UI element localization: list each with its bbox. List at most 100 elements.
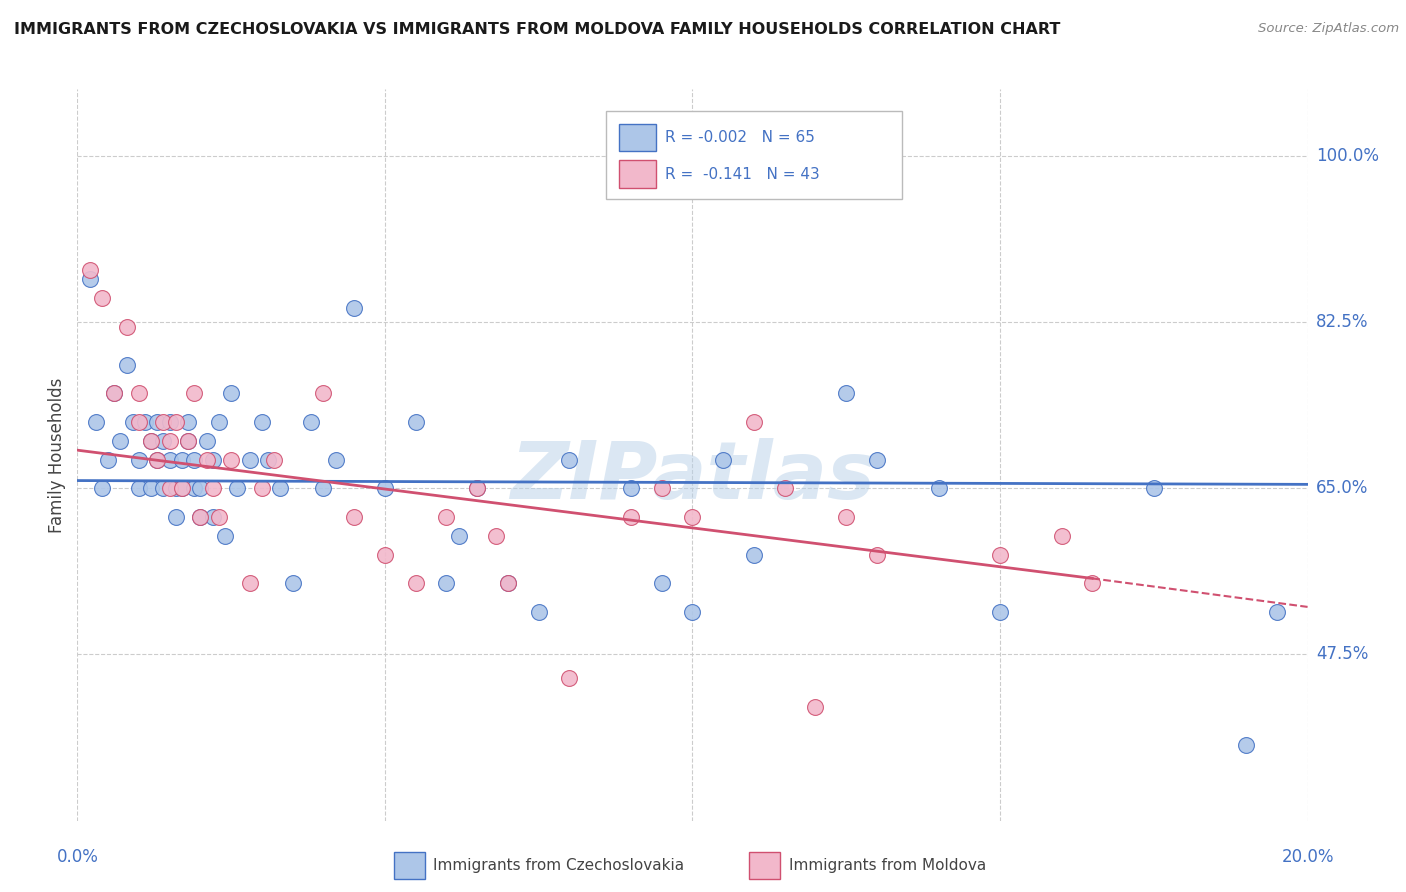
Point — [110, 434, 132, 448]
Point — [170, 481, 193, 495]
Point — [183, 386, 205, 401]
Point — [146, 452, 169, 467]
FancyBboxPatch shape — [606, 112, 901, 199]
Point — [250, 415, 273, 429]
Point — [90, 481, 114, 495]
Point — [159, 481, 181, 495]
Text: Immigrants from Czechoslovakia: Immigrants from Czechoslovakia — [433, 858, 685, 872]
Point — [170, 481, 193, 495]
Point — [263, 452, 285, 467]
Point — [312, 481, 335, 495]
Text: 100.0%: 100.0% — [1316, 146, 1379, 165]
Point — [866, 452, 889, 467]
Point — [188, 509, 212, 524]
Point — [928, 481, 950, 495]
FancyBboxPatch shape — [619, 161, 655, 188]
Point — [343, 509, 366, 524]
Point — [988, 548, 1011, 562]
Point — [141, 481, 163, 495]
Point — [682, 509, 704, 524]
Point — [239, 576, 262, 591]
Point — [558, 671, 581, 685]
Point — [177, 434, 200, 448]
Point — [219, 386, 242, 401]
Point — [620, 509, 643, 524]
Point — [527, 605, 550, 619]
Point — [97, 452, 120, 467]
Point — [79, 272, 101, 286]
Point — [219, 452, 242, 467]
Point — [146, 415, 169, 429]
Point — [159, 434, 181, 448]
Point — [146, 452, 169, 467]
Point — [159, 452, 181, 467]
FancyBboxPatch shape — [619, 124, 655, 152]
Point — [165, 415, 187, 429]
Point — [835, 509, 858, 524]
Point — [165, 481, 187, 495]
Point — [165, 509, 187, 524]
Point — [152, 434, 174, 448]
Point — [269, 481, 291, 495]
Point — [128, 452, 150, 467]
Point — [84, 415, 107, 429]
Point — [988, 605, 1011, 619]
Point — [188, 509, 212, 524]
Point — [103, 386, 125, 401]
Point — [405, 415, 427, 429]
Point — [835, 386, 858, 401]
Point — [496, 576, 519, 591]
Text: ZIPatlas: ZIPatlas — [510, 438, 875, 516]
Point — [325, 452, 347, 467]
Point — [620, 481, 643, 495]
Point — [257, 452, 280, 467]
Point — [742, 415, 765, 429]
Point — [170, 452, 193, 467]
Text: 82.5%: 82.5% — [1316, 313, 1368, 331]
Point — [651, 576, 673, 591]
Point — [128, 415, 150, 429]
Text: R =  -0.141   N = 43: R = -0.141 N = 43 — [665, 167, 820, 182]
Point — [1081, 576, 1104, 591]
Point — [177, 434, 200, 448]
Point — [436, 509, 458, 524]
Text: Source: ZipAtlas.com: Source: ZipAtlas.com — [1258, 22, 1399, 36]
Point — [183, 481, 205, 495]
Point — [312, 386, 335, 401]
Point — [239, 452, 262, 467]
Point — [1265, 605, 1288, 619]
Point — [152, 481, 174, 495]
Text: Immigrants from Moldova: Immigrants from Moldova — [789, 858, 986, 872]
Point — [773, 481, 796, 495]
Point — [90, 291, 114, 305]
Point — [141, 434, 163, 448]
Point — [188, 481, 212, 495]
Point — [201, 509, 224, 524]
Point — [152, 415, 174, 429]
Point — [115, 358, 138, 372]
Point — [79, 262, 101, 277]
Point — [465, 481, 488, 495]
Y-axis label: Family Households: Family Households — [48, 377, 66, 533]
Point — [121, 415, 143, 429]
Point — [1143, 481, 1166, 495]
Point — [343, 301, 366, 315]
Text: 47.5%: 47.5% — [1316, 646, 1368, 664]
Point — [374, 548, 396, 562]
Point — [183, 452, 205, 467]
Point — [742, 548, 765, 562]
Point — [1234, 738, 1257, 752]
Text: IMMIGRANTS FROM CZECHOSLOVAKIA VS IMMIGRANTS FROM MOLDOVA FAMILY HOUSEHOLDS CORR: IMMIGRANTS FROM CZECHOSLOVAKIA VS IMMIGR… — [14, 22, 1060, 37]
Point — [281, 576, 304, 591]
Point — [177, 415, 200, 429]
Point — [201, 452, 224, 467]
Point — [436, 576, 458, 591]
Point — [299, 415, 322, 429]
Point — [465, 481, 488, 495]
Point — [201, 481, 224, 495]
Point — [208, 415, 231, 429]
Point — [651, 481, 673, 495]
Point — [128, 386, 150, 401]
Point — [405, 576, 427, 591]
Point — [447, 529, 470, 543]
